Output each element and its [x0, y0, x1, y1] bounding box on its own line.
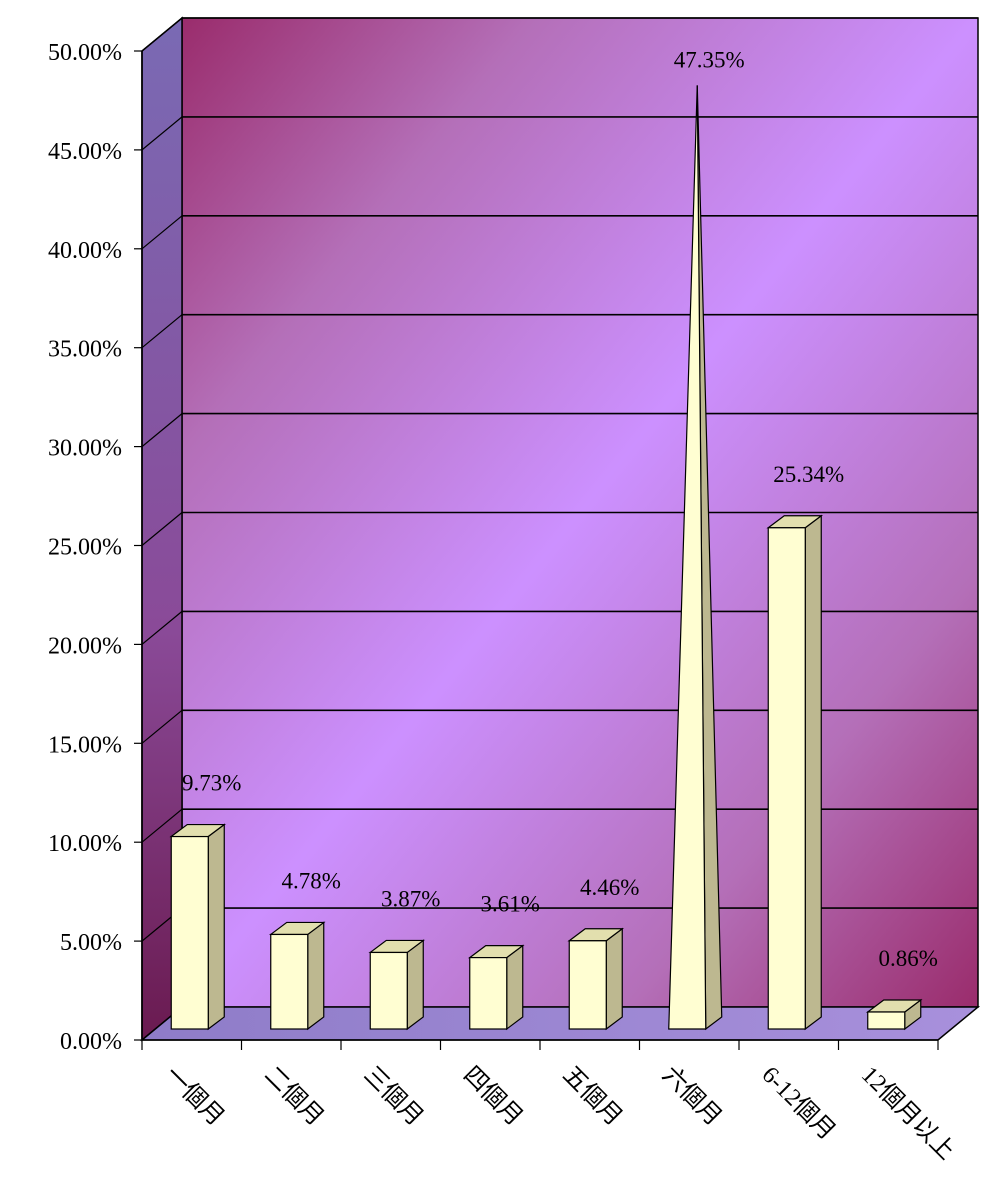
- gridline-side: [141, 709, 183, 744]
- y-tick-label: 45.00%: [48, 139, 122, 165]
- data-label: 47.35%: [674, 47, 745, 72]
- y-tick-label: 0.00%: [60, 1029, 122, 1055]
- gridline-side: [141, 116, 183, 151]
- gridline-side: [141, 215, 183, 250]
- y-tick-label: 15.00%: [48, 732, 122, 758]
- x-tick-label: 五個月: [558, 1061, 628, 1131]
- x-tick-label: 三個月: [359, 1061, 429, 1131]
- bar-side: [506, 944, 524, 1031]
- x-tick-label: 一個月: [160, 1061, 230, 1131]
- bar: [767, 527, 806, 1030]
- bar: [469, 956, 508, 1030]
- bar-side: [605, 927, 623, 1031]
- bar-side: [804, 514, 822, 1031]
- y-tick-label: 5.00%: [60, 930, 122, 956]
- data-label: 4.46%: [580, 875, 639, 900]
- bar: [170, 835, 209, 1030]
- data-label: 3.61%: [481, 892, 540, 917]
- x-tick-label: 6-12個月: [757, 1061, 841, 1145]
- bar: [369, 951, 408, 1030]
- data-label: 25.34%: [773, 462, 844, 487]
- gridline-side: [141, 413, 183, 448]
- data-label: 3.87%: [381, 886, 440, 911]
- y-tick-label: 20.00%: [48, 633, 122, 659]
- y-tick-label: 10.00%: [48, 831, 122, 857]
- y-tick-label: 50.00%: [48, 40, 122, 66]
- bar: [867, 1011, 906, 1030]
- gridline-side: [141, 512, 183, 546]
- bar: [568, 940, 607, 1030]
- gridline-side: [141, 17, 183, 52]
- y-tick-label: 40.00%: [48, 238, 122, 264]
- x-tick-label: 12個月以上: [856, 1061, 960, 1165]
- bar: [668, 85, 707, 1030]
- data-label: 0.86%: [879, 946, 938, 971]
- y-tick-label: 25.00%: [48, 535, 122, 561]
- y-tick-label: 35.00%: [48, 337, 122, 363]
- gridline-side: [141, 808, 183, 843]
- gridline-side: [141, 314, 183, 349]
- y-tick-label: 30.00%: [48, 436, 122, 462]
- gridline-side: [141, 610, 183, 645]
- data-label: 4.78%: [282, 868, 341, 893]
- bar-side: [307, 921, 325, 1031]
- bar-side: [406, 939, 424, 1031]
- x-tick-label: 二個月: [259, 1061, 329, 1131]
- floor: [139, 1006, 981, 1041]
- x-tick-label: 四個月: [458, 1061, 528, 1131]
- x-tick-label: 六個月: [657, 1061, 727, 1131]
- data-label: 9.73%: [182, 771, 241, 796]
- bar: [270, 933, 309, 1030]
- bar-side: [207, 823, 225, 1031]
